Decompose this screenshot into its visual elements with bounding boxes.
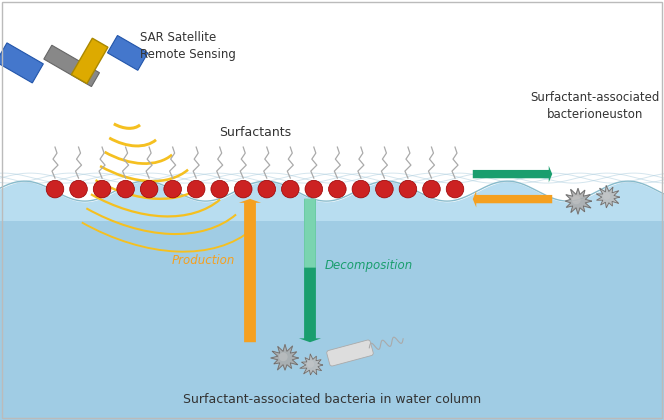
Text: SAR Satellite
Remote Sensing: SAR Satellite Remote Sensing (139, 31, 236, 61)
Polygon shape (596, 186, 620, 208)
Circle shape (93, 180, 111, 198)
FancyBboxPatch shape (0, 43, 43, 83)
Circle shape (234, 180, 252, 198)
Polygon shape (565, 188, 592, 214)
Circle shape (572, 196, 580, 204)
Polygon shape (271, 344, 298, 370)
FancyBboxPatch shape (108, 35, 148, 70)
FancyBboxPatch shape (0, 176, 664, 420)
Circle shape (117, 180, 134, 198)
Circle shape (258, 180, 276, 198)
Text: Surfactant-associated
bacterioneuston: Surfactant-associated bacterioneuston (531, 91, 660, 121)
Circle shape (282, 180, 299, 198)
Circle shape (46, 180, 64, 198)
Circle shape (352, 180, 370, 198)
FancyBboxPatch shape (44, 45, 100, 87)
Circle shape (279, 352, 288, 361)
Circle shape (211, 180, 228, 198)
Circle shape (307, 360, 314, 368)
FancyBboxPatch shape (0, 221, 664, 420)
Text: Surfactant-associated bacteria in water column: Surfactant-associated bacteria in water … (183, 393, 481, 406)
Circle shape (140, 180, 158, 198)
Circle shape (164, 180, 181, 198)
Polygon shape (300, 354, 323, 375)
Circle shape (446, 180, 463, 198)
Circle shape (399, 180, 417, 198)
Circle shape (187, 180, 205, 198)
Circle shape (423, 180, 440, 198)
Circle shape (329, 180, 346, 198)
FancyBboxPatch shape (327, 340, 373, 366)
Text: Surfactants: Surfactants (220, 126, 291, 139)
Circle shape (376, 180, 393, 198)
Circle shape (70, 180, 88, 198)
Circle shape (603, 192, 610, 200)
Text: Decomposition: Decomposition (325, 259, 413, 272)
Text: Production: Production (171, 254, 235, 267)
FancyBboxPatch shape (71, 38, 108, 84)
Circle shape (305, 180, 323, 198)
